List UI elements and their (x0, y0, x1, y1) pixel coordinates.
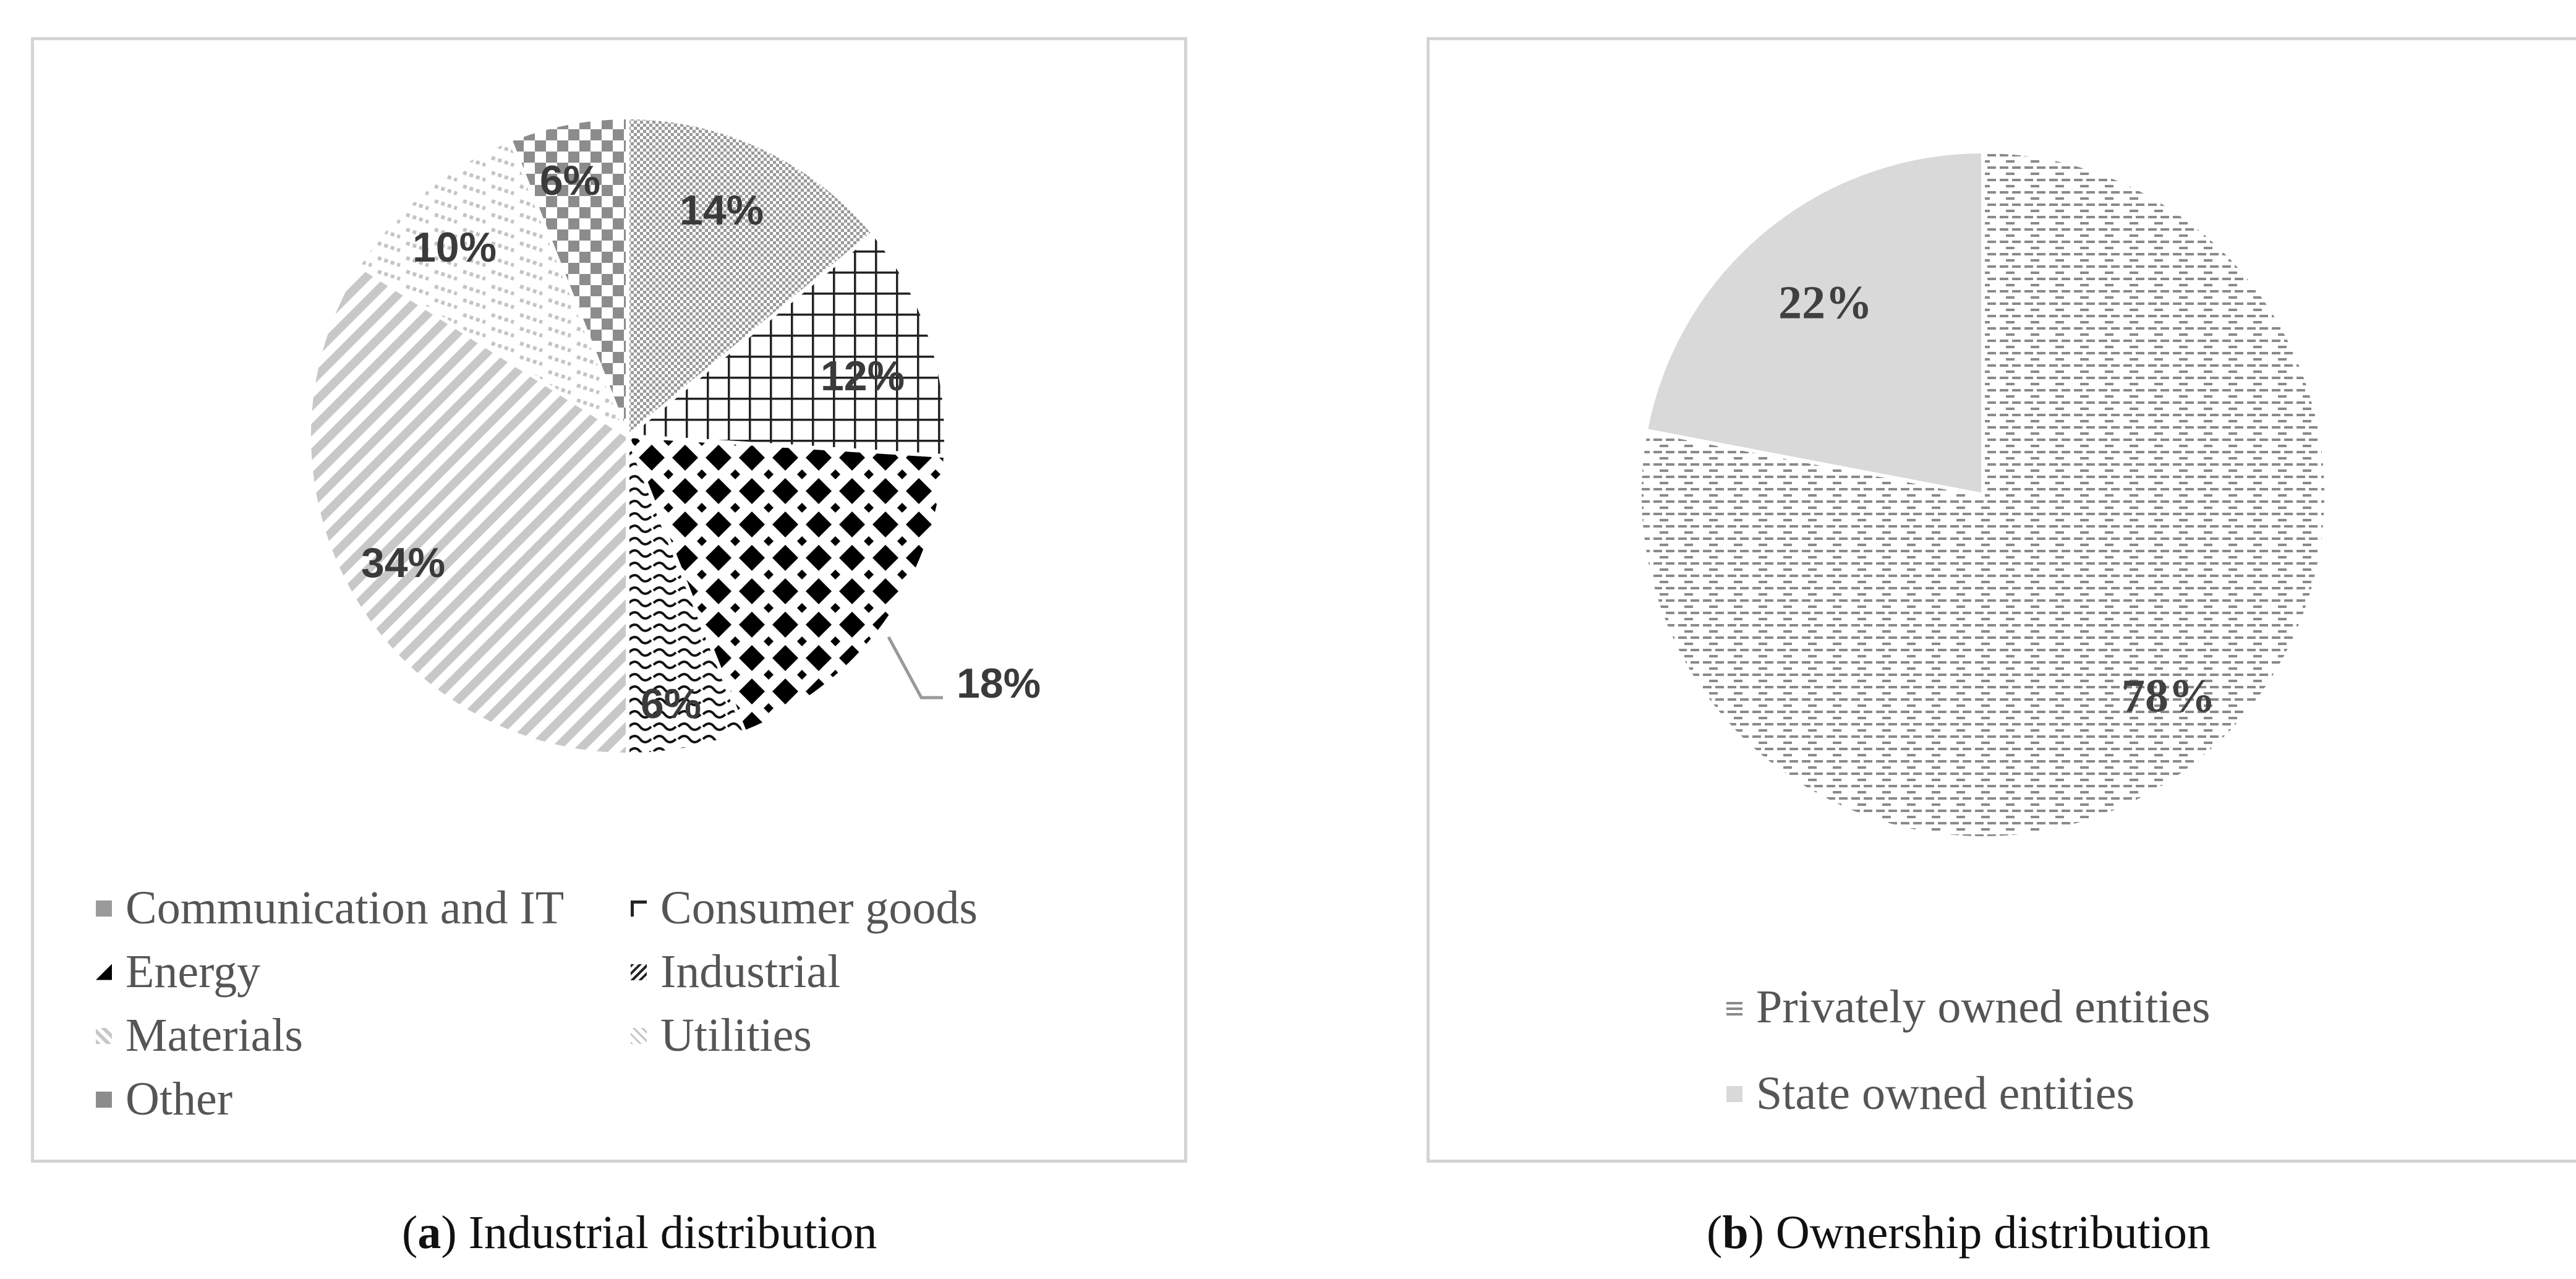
legend-label: Communication and IT (126, 882, 565, 934)
legend-label: State owned entities (1756, 1067, 2135, 1119)
legend-item-energy: Energy (96, 945, 260, 999)
legend-item-industrial: Industrial (631, 945, 840, 999)
legend-swatch-energy (96, 964, 112, 980)
data-label-utilities: 10% (412, 224, 497, 271)
pie-slice-consumer-goods (623, 230, 948, 458)
pie-chart-ownership: 78% 22% (1638, 149, 2328, 840)
caption-letter: b (1722, 1207, 1749, 1259)
legend-item-materials: Materials (96, 1009, 303, 1063)
pie-chart-industrial: 14% 12% 18% 6% 34% 10% 6% (307, 115, 1041, 757)
legend-label: Energy (126, 946, 261, 998)
caption-b: (b) Ownership distribution (1707, 1207, 2211, 1259)
legend-item-consumer-goods: Consumer goods (631, 881, 978, 935)
legend-swatch-communication-it (96, 900, 112, 917)
data-label-state-owned-entities: 22% (1778, 276, 1872, 328)
legend-swatch-privately-owned (1726, 999, 1742, 1016)
legend-swatch-materials (96, 1027, 112, 1044)
legend-label: Other (126, 1073, 233, 1125)
legend-swatch-consumer-goods (631, 900, 647, 917)
caption-letter: a (417, 1207, 441, 1259)
legend-label: Utilities (660, 1009, 812, 1061)
pie-slice-utilities (356, 137, 632, 441)
caption-a: (a) Industrial distribution (402, 1207, 877, 1259)
legend-item-state-owned: State owned entities (1726, 1067, 2135, 1121)
caption-title: Industrial distribution (468, 1207, 877, 1259)
legend-label: Consumer goods (660, 882, 978, 934)
data-label-consumer-goods: 12% (821, 353, 905, 400)
pie-slice-industrial (626, 435, 748, 757)
data-label-materials: 34% (361, 539, 445, 586)
legend-item-privately-owned: Privately owned entities (1726, 980, 2211, 1034)
leader-line-energy (887, 636, 943, 699)
legend-item-utilities: Utilities (631, 1009, 812, 1063)
legend-label: Industrial (660, 946, 841, 998)
legend-item-communication-it: Communication and IT (96, 881, 564, 935)
pie-slice-communication-and-it (626, 115, 876, 440)
pie-slice-state-owned-entities (1644, 149, 1985, 497)
legend-swatch-state-owned (1726, 1085, 1742, 1102)
legend-label: Privately owned entities (1756, 981, 2211, 1033)
caption-title: Ownership distribution (1775, 1207, 2211, 1259)
data-label-industrial: 6% (641, 680, 701, 727)
panel-industrial-distribution: 14% 12% 18% 6% 34% 10% 6% Communication and IT… (31, 37, 1187, 1163)
legend-label: Materials (126, 1009, 304, 1061)
data-label-privately-owned-entities: 78% (2122, 670, 2216, 722)
panel-ownership-distribution: 78% 22% Privately owned entities State ow… (1427, 37, 2576, 1163)
legend-swatch-industrial (631, 964, 647, 980)
pie-slice-energy (625, 434, 948, 735)
data-label-other: 6% (540, 157, 600, 204)
legend-swatch-other (96, 1091, 112, 1108)
data-label-communication-and-it: 14% (680, 187, 764, 234)
legend-swatch-utilities (631, 1027, 647, 1044)
data-label-energy: 18% (957, 660, 1041, 707)
pie-slice-other (508, 115, 629, 437)
legend-item-other: Other (96, 1072, 232, 1126)
